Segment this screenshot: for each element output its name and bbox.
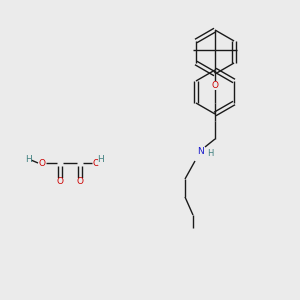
Text: H: H: [207, 148, 213, 158]
Text: H: H: [25, 155, 32, 164]
Text: O: O: [212, 80, 218, 89]
Text: O: O: [92, 158, 100, 167]
Text: O: O: [38, 158, 46, 167]
Text: O: O: [76, 178, 83, 187]
Text: O: O: [56, 178, 64, 187]
Text: N: N: [196, 146, 203, 155]
Text: H: H: [98, 155, 104, 164]
